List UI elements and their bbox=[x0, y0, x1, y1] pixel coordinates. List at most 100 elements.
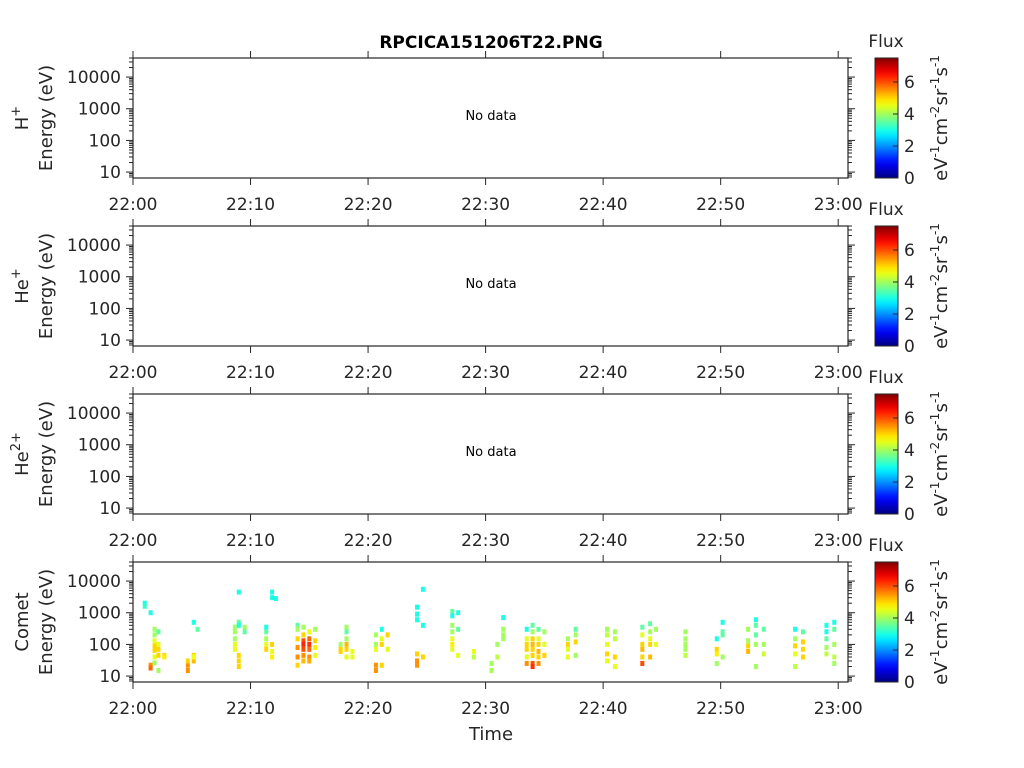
spectrogram-cell bbox=[307, 641, 312, 647]
spectrogram-cell bbox=[800, 639, 805, 645]
spectrogram-cell bbox=[152, 638, 157, 644]
x-tick-label: 23:00 bbox=[814, 363, 863, 383]
spectrogram-cell bbox=[612, 654, 617, 660]
spectrogram-cell bbox=[152, 632, 157, 638]
spectrogram-cell bbox=[761, 641, 766, 647]
x-tick-label: 22:30 bbox=[461, 531, 510, 551]
charge-superscript: + bbox=[9, 268, 24, 279]
spectrogram-cell bbox=[753, 617, 758, 623]
spectrogram-cell bbox=[793, 651, 798, 657]
spectrogram-cell bbox=[301, 646, 306, 652]
spectrogram-cell bbox=[385, 632, 390, 638]
x-tick-label: 22:00 bbox=[109, 699, 158, 719]
spectrogram-cell bbox=[573, 632, 578, 638]
spectrogram-cell bbox=[313, 652, 318, 658]
spectrogram-cell bbox=[530, 636, 535, 642]
spectrogram-cell bbox=[236, 622, 241, 628]
spectrogram-cell bbox=[824, 644, 829, 650]
unit-exponent: -1 bbox=[928, 559, 942, 571]
spectrogram-cell bbox=[450, 636, 455, 642]
spectrogram-cell bbox=[714, 660, 719, 666]
colorbar-tick-label: 4 bbox=[904, 609, 915, 629]
spectrogram-cell bbox=[640, 632, 645, 638]
colorbar-gradient bbox=[874, 393, 899, 515]
spectrogram-cell bbox=[489, 660, 494, 666]
spectrogram-cell bbox=[648, 636, 653, 642]
spectrogram-cell bbox=[307, 646, 312, 652]
spectrogram-cell bbox=[232, 629, 237, 635]
spectrogram-cell bbox=[148, 662, 153, 668]
x-tick-label: 22:00 bbox=[109, 195, 158, 215]
colorbar-tick-label: 2 bbox=[904, 641, 915, 661]
unit-exponent: -1 bbox=[928, 77, 942, 89]
spectrogram-cell bbox=[152, 643, 157, 649]
colorbar-unit-label: eV-1 cm-2 sr-1 s-1 bbox=[928, 559, 952, 685]
colorbar-tick-label: 4 bbox=[904, 441, 915, 461]
unit-base: sr bbox=[931, 592, 952, 609]
spectrogram-cell bbox=[654, 641, 659, 647]
spectrogram-cell bbox=[605, 651, 610, 657]
spectrogram-cell bbox=[350, 654, 355, 660]
spectrogram-cell bbox=[295, 626, 300, 632]
panel-4: 10 100 1000 10000 22:00 22:10 22:20 22:30 22:40 2… bbox=[12, 555, 863, 719]
colorbar-unit-label: eV-1 cm-2 sr-1 s-1 bbox=[928, 223, 952, 349]
spectrogram-cell bbox=[612, 664, 617, 670]
spectrogram-cell bbox=[295, 644, 300, 650]
spectrogram-cell bbox=[191, 658, 196, 664]
y-tick-label: 10000 bbox=[67, 404, 121, 424]
colorbar-tick-label: 4 bbox=[904, 273, 915, 293]
spectrogram-cell bbox=[605, 658, 610, 664]
x-tick-label: 22:40 bbox=[579, 531, 628, 551]
spectrogram-cell bbox=[379, 662, 384, 668]
spectrogram-cell bbox=[295, 636, 300, 642]
spectrogram-cell bbox=[295, 662, 300, 668]
spectrogram-cell bbox=[565, 654, 570, 660]
spectrogram-cell bbox=[301, 638, 306, 644]
x-tick-label: 22:20 bbox=[344, 195, 393, 215]
spectrogram-cell bbox=[415, 651, 420, 657]
colorbar-tick-label: 6 bbox=[904, 409, 915, 429]
spectrogram-cell bbox=[753, 622, 758, 628]
spectrogram-cell bbox=[714, 651, 719, 657]
x-tick-label: 22:40 bbox=[579, 195, 628, 215]
spectrogram-cell bbox=[344, 646, 349, 652]
spectrogram-cell bbox=[313, 644, 318, 650]
spectrogram-cell bbox=[495, 641, 500, 647]
spectrogram-cell bbox=[501, 626, 506, 632]
spectrogram-cell bbox=[295, 654, 300, 660]
spectrogram-cell bbox=[301, 624, 306, 630]
spectrogram-cell bbox=[344, 629, 349, 635]
spectrogram-cell bbox=[301, 652, 306, 658]
spectrogram-cell bbox=[640, 646, 645, 652]
panel-2: 10 100 1000 10000 22:00 22:10 22:20 22:30 22:40 2… bbox=[9, 219, 863, 383]
spectrogram-cell bbox=[344, 654, 349, 660]
spectrogram-cell bbox=[605, 626, 610, 632]
spectrogram-cell bbox=[236, 664, 241, 670]
panel-3: 10 100 1000 10000 22:00 22:10 22:20 22:30 22:40 2… bbox=[9, 387, 863, 551]
y-tick-label: 10 bbox=[99, 331, 121, 351]
spectrogram-cell bbox=[640, 641, 645, 647]
spectrogram-cell bbox=[185, 658, 190, 664]
colorbar-tick-label: 2 bbox=[904, 305, 915, 325]
spectrogram-cell bbox=[683, 652, 688, 658]
spectrogram-cell bbox=[195, 626, 200, 632]
x-tick-label: 22:10 bbox=[226, 531, 275, 551]
spectrogram-cell bbox=[654, 626, 659, 632]
spectrogram-cell bbox=[648, 621, 653, 627]
spectrogram-cell bbox=[274, 596, 278, 602]
y-tick-label: 100 bbox=[89, 131, 121, 151]
spectrogram-cell bbox=[536, 654, 541, 660]
spectrogram-cell bbox=[152, 647, 157, 653]
x-tick-label: 22:50 bbox=[696, 195, 745, 215]
spectrogram-cell bbox=[415, 658, 420, 664]
spectrogram-cell bbox=[152, 654, 157, 660]
spectrogram-cell bbox=[191, 619, 196, 625]
spectrogram-cell bbox=[450, 613, 455, 619]
spectrogram-cell bbox=[471, 654, 476, 660]
colorbar-unit-label: eV-1 cm-2 sr-1 s-1 bbox=[928, 55, 952, 181]
colorbar-tick-label: 0 bbox=[904, 169, 915, 189]
unit-base: sr bbox=[931, 256, 952, 273]
spectrogram-cell bbox=[379, 641, 384, 647]
spectrogram-cell bbox=[456, 626, 461, 632]
colorbar-title: Flux bbox=[868, 200, 903, 220]
